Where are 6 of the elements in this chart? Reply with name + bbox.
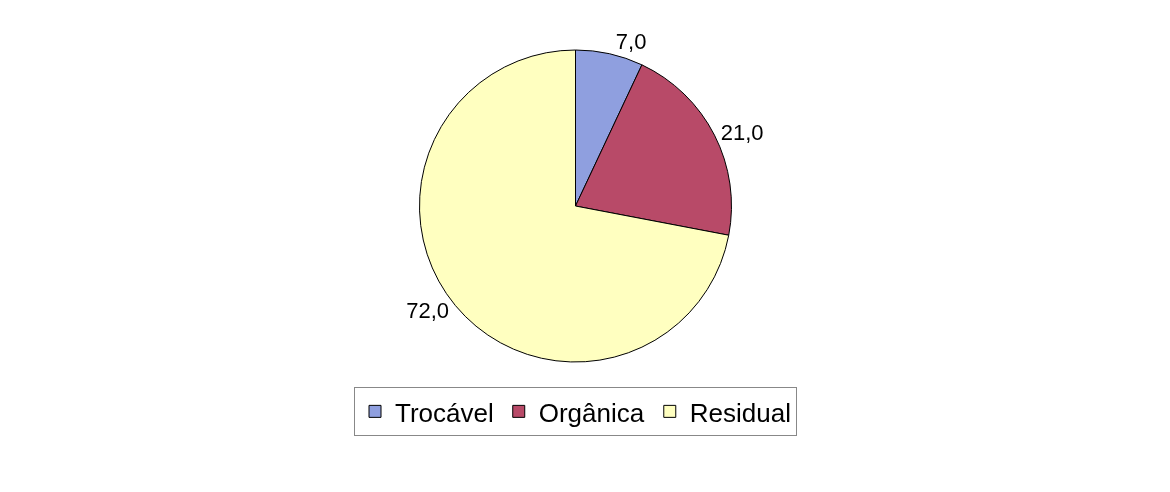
data-label: 21,0 [720,120,764,146]
legend-label: Orgânica [538,397,645,428]
data-label: 72,0 [406,298,450,324]
legend-label: Trocável [395,397,494,428]
data-label: 7,0 [615,29,647,55]
legend-label: Residual [689,397,791,428]
